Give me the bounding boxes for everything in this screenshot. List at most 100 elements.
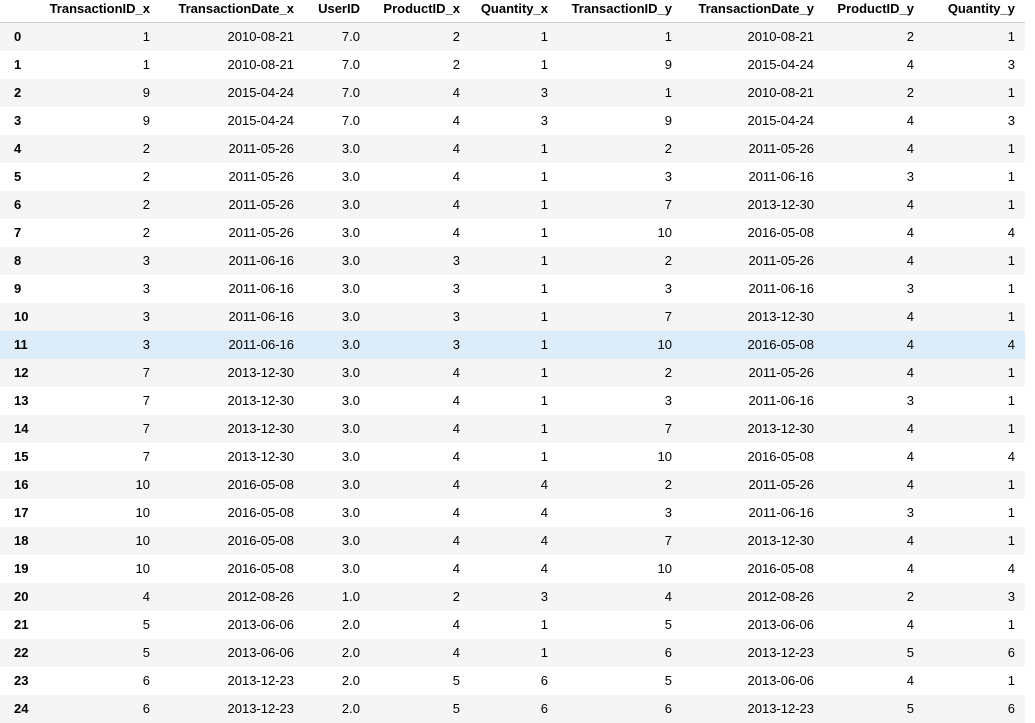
table-cell: 7.0 — [304, 23, 370, 52]
row-index: 16 — [0, 471, 32, 499]
table-cell: 2 — [32, 219, 160, 247]
table-cell: 1 — [924, 471, 1025, 499]
table-cell: 4 — [470, 555, 558, 583]
table-cell: 2016-05-08 — [682, 219, 824, 247]
table-cell: 4 — [370, 387, 470, 415]
table-cell: 1 — [470, 415, 558, 443]
table-cell: 4 — [370, 191, 470, 219]
row-index: 4 — [0, 135, 32, 163]
column-header: TransactionDate_y — [682, 0, 824, 23]
table-cell: 2 — [824, 583, 924, 611]
table-cell: 1 — [470, 163, 558, 191]
table-cell: 4 — [924, 331, 1025, 359]
table-cell: 10 — [32, 555, 160, 583]
table-cell: 6 — [470, 667, 558, 695]
table-cell: 2.0 — [304, 695, 370, 723]
table-cell: 4 — [824, 247, 924, 275]
table-cell: 4 — [824, 471, 924, 499]
table-cell: 3 — [824, 275, 924, 303]
table-cell: 1 — [470, 611, 558, 639]
row-index: 10 — [0, 303, 32, 331]
table-cell: 2013-12-23 — [160, 695, 304, 723]
table-cell: 3 — [32, 303, 160, 331]
table-cell: 2.0 — [304, 611, 370, 639]
table-cell: 1 — [924, 303, 1025, 331]
table-cell: 2 — [32, 135, 160, 163]
table-cell: 2011-05-26 — [682, 471, 824, 499]
table-cell: 3.0 — [304, 443, 370, 471]
table-cell: 2013-12-30 — [682, 191, 824, 219]
table-cell: 2013-12-30 — [160, 359, 304, 387]
table-cell: 1 — [924, 415, 1025, 443]
table-cell: 4 — [370, 163, 470, 191]
table-cell: 1.0 — [304, 583, 370, 611]
table-cell: 3 — [32, 275, 160, 303]
table-cell: 3 — [32, 331, 160, 359]
table-cell: 1 — [470, 387, 558, 415]
table-cell: 1 — [924, 667, 1025, 695]
table-cell: 3.0 — [304, 331, 370, 359]
table-cell: 5 — [32, 639, 160, 667]
table-cell: 4 — [824, 331, 924, 359]
table-cell: 2 — [824, 23, 924, 52]
table-cell: 4 — [924, 555, 1025, 583]
table-cell: 4 — [824, 667, 924, 695]
table-cell: 4 — [370, 611, 470, 639]
table-cell: 3 — [370, 331, 470, 359]
table-cell: 2 — [824, 79, 924, 107]
table-cell: 7.0 — [304, 51, 370, 79]
column-header: TransactionID_x — [32, 0, 160, 23]
row-index: 11 — [0, 331, 32, 359]
column-header: Quantity_x — [470, 0, 558, 23]
table-cell: 3.0 — [304, 555, 370, 583]
table-cell: 4 — [32, 583, 160, 611]
table-cell: 3 — [558, 387, 682, 415]
table-cell: 9 — [558, 51, 682, 79]
table-cell: 3.0 — [304, 191, 370, 219]
table-cell: 2011-05-26 — [160, 191, 304, 219]
table-cell: 2 — [558, 359, 682, 387]
table-cell: 2010-08-21 — [682, 23, 824, 52]
table-cell: 2013-06-06 — [160, 611, 304, 639]
table-cell: 2016-05-08 — [682, 331, 824, 359]
table-cell: 2011-06-16 — [682, 275, 824, 303]
table-cell: 3 — [824, 499, 924, 527]
table-cell: 4 — [824, 107, 924, 135]
row-index: 18 — [0, 527, 32, 555]
table-cell: 6 — [924, 695, 1025, 723]
table-cell: 2011-05-26 — [160, 135, 304, 163]
table-cell: 1 — [470, 275, 558, 303]
table-cell: 3 — [824, 387, 924, 415]
table-cell: 2 — [558, 247, 682, 275]
row-index: 0 — [0, 23, 32, 52]
table-cell: 2016-05-08 — [160, 499, 304, 527]
table-cell: 2013-12-23 — [160, 667, 304, 695]
table-cell: 3.0 — [304, 499, 370, 527]
